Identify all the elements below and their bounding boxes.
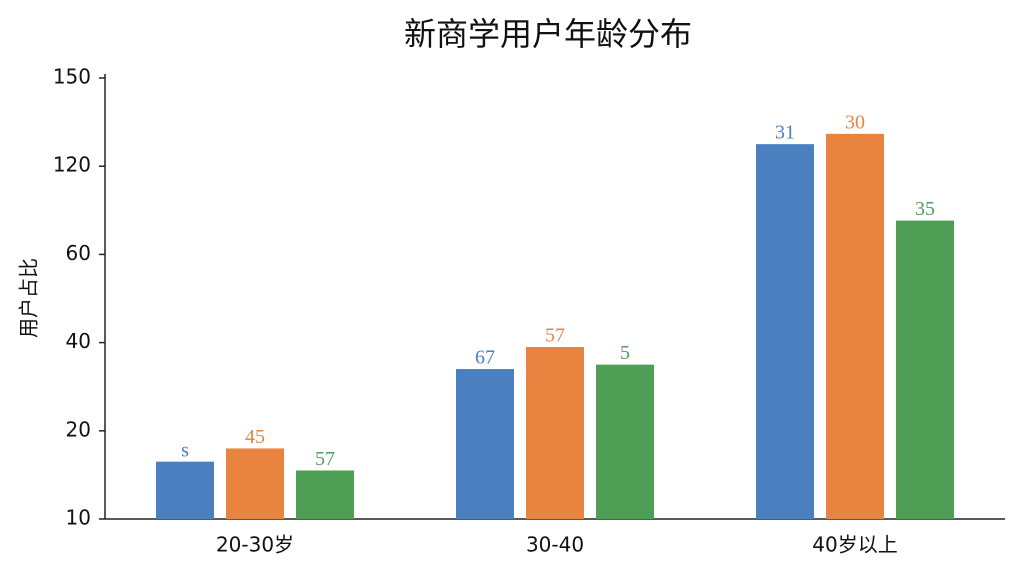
bar	[596, 364, 654, 519]
y-tick-label: 120	[53, 153, 91, 177]
bar	[826, 133, 884, 520]
bar-label: 57	[315, 448, 335, 470]
bar	[526, 347, 584, 519]
bar	[896, 220, 954, 519]
x-tick-label: 40岁以上	[812, 533, 897, 557]
bar	[226, 448, 284, 519]
chart-title: 新商学用户年龄分布	[404, 15, 692, 53]
y-axis-label: 用户占比	[17, 258, 41, 338]
y-tick-label: 40	[66, 329, 91, 353]
bar-label: s	[181, 439, 189, 461]
y-tick-label: 60	[66, 241, 91, 265]
bar	[296, 470, 354, 519]
x-tick-label: 30-40	[526, 533, 584, 557]
bar-label: 35	[915, 198, 935, 220]
bar-label: 30	[845, 111, 865, 133]
bar	[756, 144, 814, 519]
bar	[156, 461, 214, 519]
y-tick-label: 20	[66, 417, 91, 441]
bar-label: 67	[475, 347, 495, 369]
bar-label: 31	[775, 122, 795, 144]
bar	[456, 369, 514, 519]
y-tick-label: 10	[66, 506, 91, 530]
y-tick-label: 150	[53, 65, 91, 89]
bar-label: 45	[245, 426, 265, 448]
x-tick-label: 20-30岁	[216, 533, 294, 557]
bar-label: 57	[545, 325, 565, 347]
bar-label: 5	[620, 342, 630, 364]
